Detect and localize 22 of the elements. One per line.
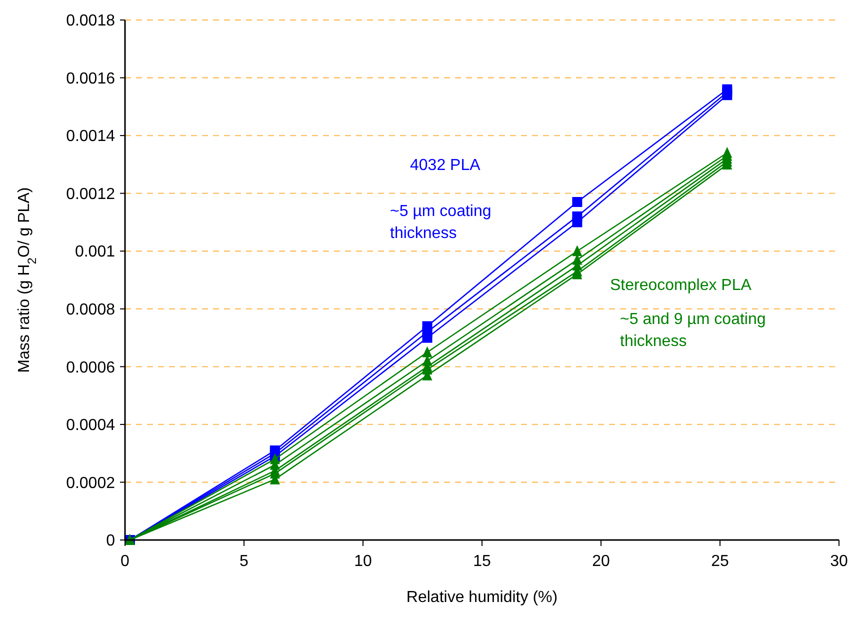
- y-tick-label: 0.001: [74, 244, 116, 261]
- y-tick-label: 0.0012: [66, 186, 116, 203]
- y-tick-label: 0.0014: [66, 128, 116, 146]
- y-tick-label: 0.0018: [66, 12, 116, 30]
- x-tick-label: 30: [830, 553, 848, 570]
- x-tick-label: 10: [354, 553, 372, 570]
- y-tick-label: 0.0002: [66, 474, 116, 492]
- annotation: ~5 µm coating thickness: [390, 203, 492, 242]
- y-tick-label: 0: [106, 532, 116, 550]
- x-tick-label: 5: [240, 553, 249, 570]
- annotation: ~5 and 9 µm coating thickness: [620, 311, 766, 350]
- y-tick-label: 0.0006: [66, 359, 116, 376]
- x-tick-label: 25: [711, 553, 729, 570]
- annotation: 4032 PLA: [410, 157, 481, 174]
- x-axis-title: Relative humidity (%): [406, 589, 558, 606]
- x-tick-label: 15: [473, 553, 491, 570]
- y-tick-label: 0.0008: [66, 301, 116, 318]
- x-tick-label: 20: [592, 553, 610, 570]
- y-tick-label: 0.0004: [66, 417, 116, 434]
- y-tick-label: 0.0016: [66, 70, 116, 88]
- annotation: Stereocomplex PLA: [610, 277, 752, 294]
- x-tick-label: 0: [120, 553, 130, 570]
